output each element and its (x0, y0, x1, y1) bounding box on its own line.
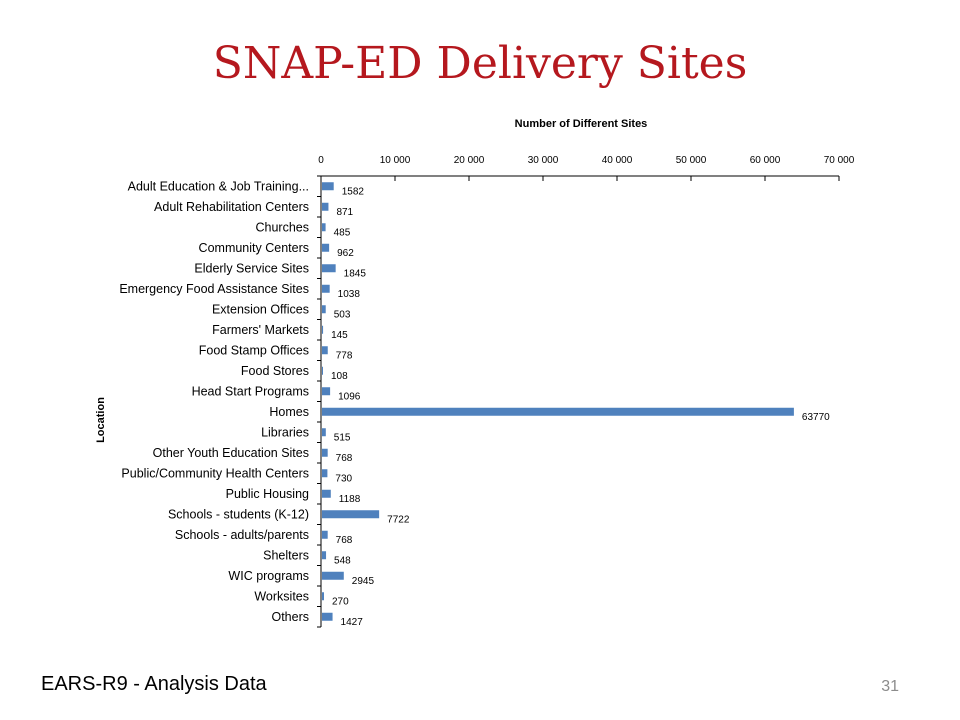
category-label: Food Stores (241, 364, 309, 378)
category-label: Schools - students (K-12) (168, 507, 309, 521)
data-label: 768 (336, 535, 353, 546)
category-label: Homes (269, 405, 309, 419)
bar (322, 469, 328, 478)
category-label: WIC programs (228, 569, 309, 583)
bar (322, 448, 328, 457)
category-label: Extension Offices (212, 302, 309, 316)
data-label: 108 (331, 371, 348, 382)
category-label: Libraries (261, 425, 309, 439)
bar (322, 551, 327, 560)
x-tick-label: 40 000 (602, 155, 633, 166)
bar (322, 346, 328, 355)
bar (322, 407, 794, 416)
category-label: Public/Community Health Centers (121, 466, 309, 480)
x-tick-label: 70 000 (824, 155, 855, 166)
category-label: Shelters (263, 548, 309, 562)
data-label: 1096 (338, 391, 361, 402)
bar (322, 592, 324, 601)
chart-title: Number of Different Sites (515, 118, 648, 130)
data-label: 2945 (352, 576, 375, 587)
category-label: Adult Rehabilitation Centers (154, 200, 309, 214)
x-tick-label: 30 000 (528, 155, 559, 166)
bar (322, 182, 334, 191)
data-label: 503 (334, 309, 351, 320)
data-label: 871 (336, 207, 353, 218)
x-tick-label: 0 (318, 155, 324, 166)
data-label: 1845 (344, 268, 367, 279)
category-label: Public Housing (226, 487, 309, 501)
category-label: Adult Education & Job Training... (128, 179, 309, 193)
category-label: Other Youth Education Sites (153, 446, 309, 460)
category-label: Community Centers (199, 241, 309, 255)
data-label: 515 (334, 432, 351, 443)
category-label: Churches (256, 220, 310, 234)
bar (322, 264, 336, 273)
bar (322, 243, 330, 252)
slide-title: SNAP-ED Delivery Sites (212, 38, 748, 89)
x-tick-label: 60 000 (750, 155, 781, 166)
data-label: 730 (335, 473, 352, 484)
category-label: Emergency Food Assistance Sites (119, 282, 309, 296)
bar (322, 305, 326, 314)
data-label: 1038 (338, 289, 361, 300)
plot-area: 0 10 000 20 000 30 000 40 000 50 000 60 000 70 … (119, 155, 854, 628)
category-label: Others (271, 610, 309, 624)
bar (322, 571, 344, 580)
data-label: 548 (334, 555, 351, 566)
x-tick-label: 20 000 (454, 155, 485, 166)
bar (322, 428, 326, 437)
data-label: 962 (337, 248, 354, 259)
y-axis-label: Location (95, 397, 107, 443)
bar (322, 223, 326, 232)
page-number: 31 (881, 678, 899, 695)
data-label: 1188 (339, 494, 361, 505)
data-label: 7722 (387, 514, 410, 525)
data-label: 485 (334, 227, 351, 238)
category-label: Head Start Programs (192, 384, 309, 398)
footer-source: EARS-R9 - Analysis Data (41, 673, 267, 695)
bar (322, 284, 330, 293)
data-label: 768 (336, 453, 353, 464)
x-tick-label: 10 000 (380, 155, 411, 166)
category-label: Elderly Service Sites (194, 261, 309, 275)
category-label: Food Stamp Offices (199, 343, 309, 357)
bar (322, 612, 333, 621)
bar (322, 325, 324, 334)
bar (322, 387, 331, 396)
data-label: 1582 (342, 186, 365, 197)
data-label: 270 (332, 596, 349, 607)
data-label: 1427 (341, 617, 364, 628)
bar (322, 510, 380, 519)
data-label: 778 (336, 350, 353, 361)
bar (322, 366, 323, 375)
bar (322, 202, 329, 211)
category-label: Farmers' Markets (212, 323, 309, 337)
data-label: 145 (331, 330, 348, 341)
category-label: Worksites (254, 589, 309, 603)
x-tick-label: 50 000 (676, 155, 707, 166)
data-label: 63770 (802, 412, 830, 423)
bar (322, 489, 331, 498)
category-label: Schools - adults/parents (175, 528, 309, 542)
bar (322, 530, 328, 539)
